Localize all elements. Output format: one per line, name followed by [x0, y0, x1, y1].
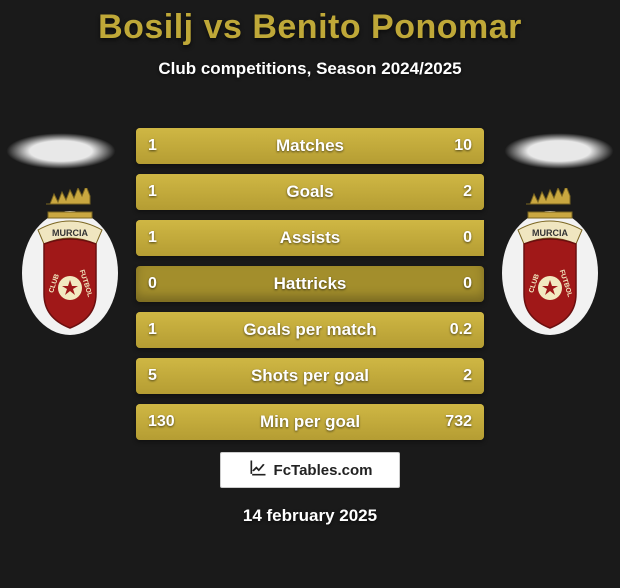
stat-label: Hattricks [136, 266, 484, 302]
chart-icon [248, 458, 268, 483]
stat-row: 12Goals [136, 174, 484, 210]
stat-label: Goals [136, 174, 484, 210]
crest-shadow-left [6, 133, 116, 169]
club-crest-left: MURCIA CLUB FUTBOL [20, 188, 120, 338]
stat-label: Assists [136, 220, 484, 256]
stat-row: 110Matches [136, 128, 484, 164]
crest-shadow-right [504, 133, 614, 169]
fctables-logo[interactable]: FcTables.com [220, 452, 400, 488]
stat-label: Goals per match [136, 312, 484, 348]
club-crest-right: MURCIA CLUB FUTBOL [500, 188, 600, 338]
stat-row: 52Shots per goal [136, 358, 484, 394]
svg-text:MURCIA: MURCIA [532, 228, 568, 238]
stat-label: Matches [136, 128, 484, 164]
stat-label: Min per goal [136, 404, 484, 440]
stat-row: 00Hattricks [136, 266, 484, 302]
stat-row: 10Assists [136, 220, 484, 256]
stat-label: Shots per goal [136, 358, 484, 394]
page-title: Bosilj vs Benito Ponomar [0, 8, 620, 47]
logo-text: FcTables.com [274, 462, 373, 479]
subtitle: Club competitions, Season 2024/2025 [0, 59, 620, 79]
stat-row: 10.2Goals per match [136, 312, 484, 348]
date-text: 14 february 2025 [0, 506, 620, 526]
svg-text:MURCIA: MURCIA [52, 228, 88, 238]
stat-row: 130732Min per goal [136, 404, 484, 440]
stats-bars: 110Matches 12Goals 10Assists 00Hattricks 10.… [136, 128, 484, 450]
